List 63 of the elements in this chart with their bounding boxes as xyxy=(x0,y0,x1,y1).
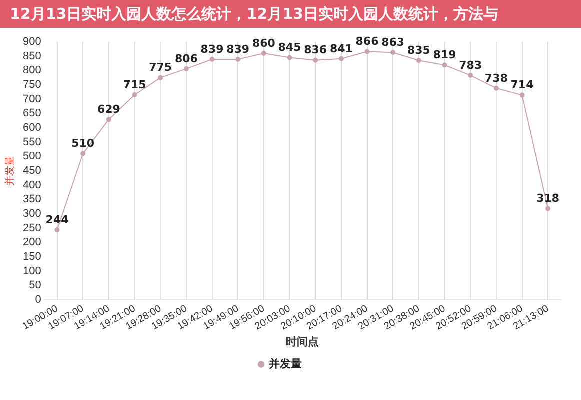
data-label: 775 xyxy=(149,61,172,74)
data-label: 715 xyxy=(123,78,146,92)
point xyxy=(313,58,318,63)
y-tick-label: 850 xyxy=(22,50,42,62)
data-label: 866 xyxy=(356,35,380,48)
point xyxy=(210,56,215,62)
y-tick-label: 250 xyxy=(22,222,42,234)
point xyxy=(106,117,112,122)
data-label: 839 xyxy=(200,42,224,56)
point xyxy=(494,86,499,91)
point xyxy=(338,56,344,62)
point xyxy=(158,75,164,80)
point xyxy=(442,62,448,68)
data-label: 839 xyxy=(226,42,250,56)
data-label: 835 xyxy=(407,44,430,57)
data-label: 738 xyxy=(484,72,508,85)
y-tick-label: 600 xyxy=(22,122,42,134)
data-label: 860 xyxy=(252,36,276,50)
point xyxy=(364,49,370,54)
point xyxy=(236,56,241,62)
y-tick-label: 200 xyxy=(22,236,42,249)
point xyxy=(184,66,189,72)
point xyxy=(132,92,138,98)
y-tick-label: 700 xyxy=(22,93,42,106)
data-label: 318 xyxy=(536,192,560,206)
legend-label: 并发量 xyxy=(268,357,302,370)
data-label: 841 xyxy=(330,42,353,56)
data-label: 783 xyxy=(459,58,482,72)
y-tick-label: 500 xyxy=(22,150,42,163)
point xyxy=(261,50,266,56)
data-label: 714 xyxy=(510,78,534,92)
y-tick-label: 750 xyxy=(22,79,42,92)
data-label: 629 xyxy=(97,103,120,116)
point xyxy=(390,50,396,56)
point xyxy=(520,92,525,98)
chart-title: 12月13日实时入园人数怎么统计，12月13日实时入园人数统计，方法与 xyxy=(0,0,581,28)
y-axis-title: 并发量 xyxy=(4,156,16,186)
point xyxy=(468,73,474,78)
y-tick-label: 350 xyxy=(22,194,42,206)
y-tick-label: 900 xyxy=(22,36,42,48)
y-tick-label: 0 xyxy=(35,294,42,306)
y-tick-label: 550 xyxy=(22,136,42,148)
y-tick-label: 650 xyxy=(22,108,42,120)
y-tick-label: 100 xyxy=(22,265,42,278)
point xyxy=(80,151,86,156)
data-label: 806 xyxy=(174,52,198,66)
y-tick-label: 450 xyxy=(22,165,42,178)
point xyxy=(416,58,422,64)
data-label: 836 xyxy=(304,44,328,57)
data-label: 819 xyxy=(433,48,456,62)
y-tick-label: 150 xyxy=(22,250,42,263)
point xyxy=(287,55,292,60)
x-axis-title: 时间点 xyxy=(286,335,320,348)
y-tick-label: 300 xyxy=(22,208,42,220)
y-tick-label: 400 xyxy=(22,179,42,192)
data-label: 510 xyxy=(72,137,95,150)
point xyxy=(546,206,551,212)
data-label: 845 xyxy=(278,41,302,54)
data-label: 244 xyxy=(46,213,70,226)
y-tick-label: 50 xyxy=(29,280,42,292)
data-label: 863 xyxy=(382,36,405,49)
point xyxy=(54,228,60,233)
y-tick-label: 800 xyxy=(22,64,42,77)
